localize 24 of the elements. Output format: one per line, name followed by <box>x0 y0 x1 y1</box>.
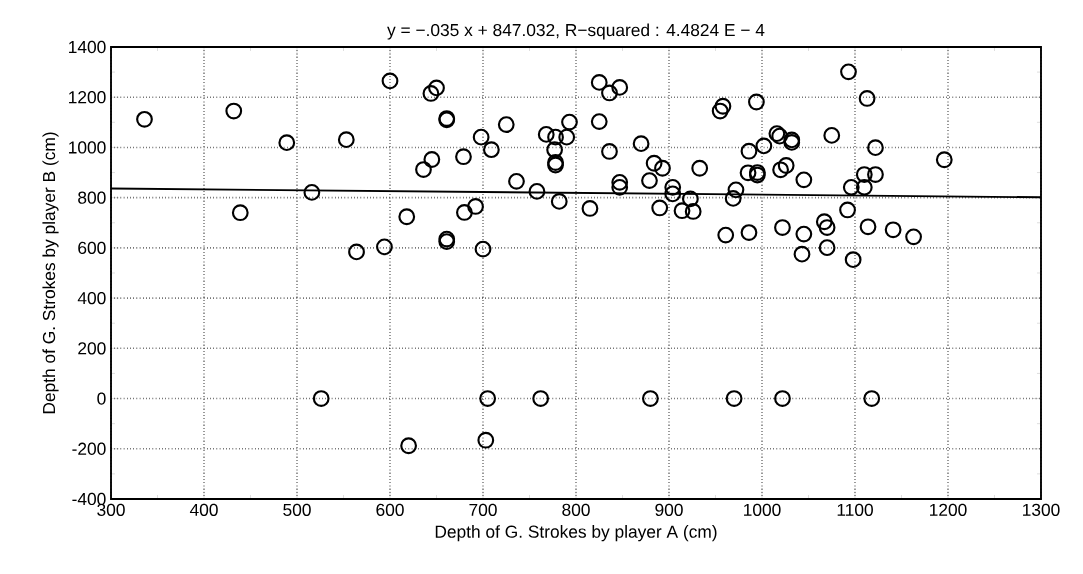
x-tick-label: 600 <box>376 503 404 516</box>
y-tick-label: 400 <box>77 291 106 305</box>
x-tick-label: 700 <box>469 503 497 516</box>
y-tick-label: 200 <box>78 342 106 355</box>
y-tick-label: 1400 <box>69 40 106 54</box>
y-tick-label: -200 <box>72 442 106 455</box>
x-axis-title: Depth of G. Strokes by player A (cm) <box>435 525 717 542</box>
y-tick-label: 800 <box>78 191 106 204</box>
x-tick-label: 1300 <box>1023 503 1060 516</box>
x-tick-label: 1200 <box>930 503 967 516</box>
x-tick-label: 400 <box>189 503 218 516</box>
chart-title: y = −.035 x + 847.032, R−squared : 4.4824 E − 4 <box>387 23 765 40</box>
y-tick-label: 1200 <box>69 91 106 104</box>
x-tick-label: 1000 <box>744 503 781 516</box>
y-tick-label: 1000 <box>69 141 106 154</box>
x-tick-label: 500 <box>283 503 311 516</box>
x-tick-label: 900 <box>655 503 683 516</box>
y-axis-title: Depth of G. Strokes by player B (cm) <box>42 132 59 414</box>
y-tick-label: 0 <box>97 392 106 405</box>
y-tick-label: 600 <box>78 241 106 255</box>
y-tick-label: -400 <box>72 492 106 506</box>
x-tick-label: 800 <box>562 503 590 516</box>
x-tick-label: 300 <box>97 503 125 516</box>
x-tick-label: 1100 <box>837 503 873 516</box>
